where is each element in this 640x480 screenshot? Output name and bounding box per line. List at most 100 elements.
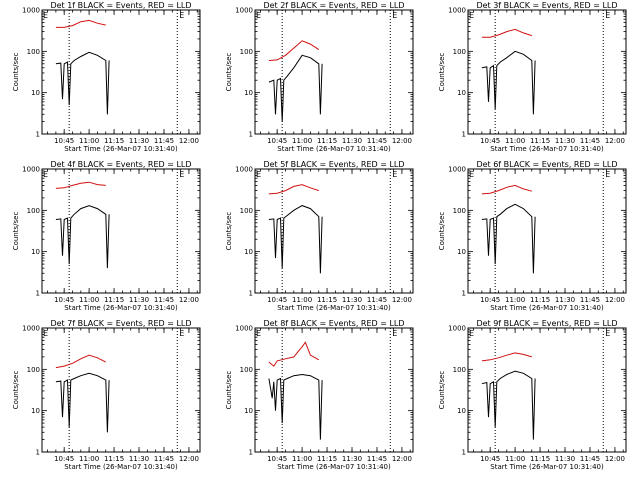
event-marker-label: E (256, 170, 261, 179)
chart-title: Det 7f BLACK = Events, RED = LLD (50, 319, 191, 328)
y-tick-label: 10 (244, 248, 253, 256)
x-tick-label: 11:00 (79, 296, 99, 304)
x-tick-label: 12:00 (392, 296, 412, 304)
event-marker-label: E (43, 11, 48, 20)
x-tick-label: 10:45 (480, 455, 500, 463)
y-axis-label: Counts/sec (225, 53, 233, 92)
event-marker-label: E (256, 11, 261, 20)
plot-frame (467, 327, 627, 453)
x-tick-label: 12:00 (179, 137, 199, 145)
y-tick-label: 1 (36, 449, 40, 457)
y-tick-label: 1 (249, 290, 253, 298)
x-tick-label: 11:15 (104, 455, 124, 463)
series-events-line (268, 373, 323, 440)
chart-title: Det 3f BLACK = Events, RED = LLD (476, 1, 617, 10)
x-axis-label: Start Time (26-Mar-07 10:31:40) (64, 463, 178, 471)
x-tick-label: 11:30 (342, 296, 362, 304)
y-tick-label: 100 (240, 207, 253, 215)
chart-panel-5: Det 5f BLACK = Events, RED = LLD Counts/s… (225, 160, 414, 312)
y-axis-label: Counts/sec (438, 212, 446, 251)
x-tick-label: 11:30 (342, 455, 362, 463)
event-marker-label: E (43, 170, 48, 179)
x-tick-label: 11:30 (555, 455, 575, 463)
plot-frame (467, 9, 627, 135)
series-events-line (268, 54, 323, 122)
chart-title: Det 2f BLACK = Events, RED = LLD (263, 1, 404, 10)
y-tick-label: 1 (462, 449, 466, 457)
y-tick-label: 100 (453, 207, 466, 215)
y-axis-label: Counts/sec (12, 371, 20, 410)
event-marker-label: E (392, 329, 397, 338)
y-tick-label: 1000 (22, 325, 40, 333)
x-tick-label: 11:45 (367, 296, 387, 304)
x-tick-label: 11:00 (505, 296, 525, 304)
x-axis-label: Start Time (26-Mar-07 10:31:40) (277, 463, 391, 471)
x-axis-label: Start Time (26-Mar-07 10:31:40) (490, 145, 604, 153)
x-tick-label: 10:45 (267, 455, 287, 463)
chart-title: Det 4f BLACK = Events, RED = LLD (50, 160, 191, 169)
y-tick-label: 1000 (235, 325, 253, 333)
event-marker-label: E (605, 11, 610, 20)
x-tick-label: 11:45 (580, 296, 600, 304)
y-tick-label: 1 (36, 131, 40, 139)
x-tick-label: 11:15 (104, 296, 124, 304)
chart-panel-4: Det 4f BLACK = Events, RED = LLD Counts/s… (12, 160, 201, 312)
plot-frame (41, 168, 201, 294)
event-marker-label: E (469, 11, 474, 20)
x-axis-label: Start Time (26-Mar-07 10:31:40) (64, 304, 178, 312)
x-tick-label: 11:45 (580, 137, 600, 145)
series-events-line (55, 372, 110, 433)
y-tick-label: 1000 (448, 166, 466, 174)
event-marker-label: E (392, 170, 397, 179)
chart-panel-9: Det 9f BLACK = Events, RED = LLD Counts/s… (438, 319, 627, 471)
y-tick-label: 1000 (235, 166, 253, 174)
y-tick-label: 1 (36, 290, 40, 298)
plot-frame (254, 9, 414, 135)
x-tick-label: 12:00 (605, 137, 625, 145)
y-tick-label: 1 (462, 290, 466, 298)
x-tick-label: 10:45 (480, 296, 500, 304)
y-tick-label: 1 (249, 131, 253, 139)
plot-frame (467, 168, 627, 294)
plot-frame (254, 168, 414, 294)
x-tick-label: 10:45 (480, 137, 500, 145)
x-tick-label: 11:45 (367, 137, 387, 145)
chart-panel-8: Det 8f BLACK = Events, RED = LLD Counts/s… (225, 319, 414, 471)
event-marker-label: E (43, 329, 48, 338)
series-lld-line (268, 184, 319, 195)
plot-frame (41, 9, 201, 135)
y-axis-label: Counts/sec (12, 53, 20, 92)
x-tick-label: 10:45 (267, 137, 287, 145)
series-lld-line (55, 181, 106, 189)
y-tick-label: 1000 (448, 7, 466, 15)
x-tick-label: 10:45 (54, 455, 74, 463)
x-tick-label: 11:45 (367, 455, 387, 463)
x-tick-label: 11:15 (104, 137, 124, 145)
series-events-line (481, 50, 536, 115)
x-axis-label: Start Time (26-Mar-07 10:31:40) (490, 463, 604, 471)
chart-panel-3: Det 3f BLACK = Events, RED = LLD Counts/s… (438, 1, 627, 153)
x-tick-label: 12:00 (179, 455, 199, 463)
chart-title: Det 9f BLACK = Events, RED = LLD (476, 319, 617, 328)
x-tick-label: 12:00 (605, 296, 625, 304)
y-axis-label: Counts/sec (12, 212, 20, 251)
x-tick-label: 11:15 (530, 137, 550, 145)
chart-panel-2: Det 2f BLACK = Events, RED = LLD Counts/s… (225, 1, 414, 153)
series-lld-line (481, 28, 532, 38)
series-events-line (55, 51, 110, 115)
y-tick-label: 1000 (22, 7, 40, 15)
y-tick-label: 10 (31, 89, 40, 97)
series-events-line (481, 370, 536, 440)
plot-frame (41, 327, 201, 453)
x-tick-label: 11:00 (79, 137, 99, 145)
event-marker-label: E (179, 170, 184, 179)
x-tick-label: 11:45 (154, 296, 174, 304)
x-tick-label: 11:45 (154, 137, 174, 145)
chart-title: Det 5f BLACK = Events, RED = LLD (263, 160, 404, 169)
x-tick-label: 11:00 (292, 296, 312, 304)
x-tick-label: 10:45 (267, 296, 287, 304)
x-tick-label: 11:30 (129, 137, 149, 145)
series-lld-line (268, 40, 320, 61)
y-tick-label: 100 (240, 48, 253, 56)
event-marker-label: E (469, 170, 474, 179)
